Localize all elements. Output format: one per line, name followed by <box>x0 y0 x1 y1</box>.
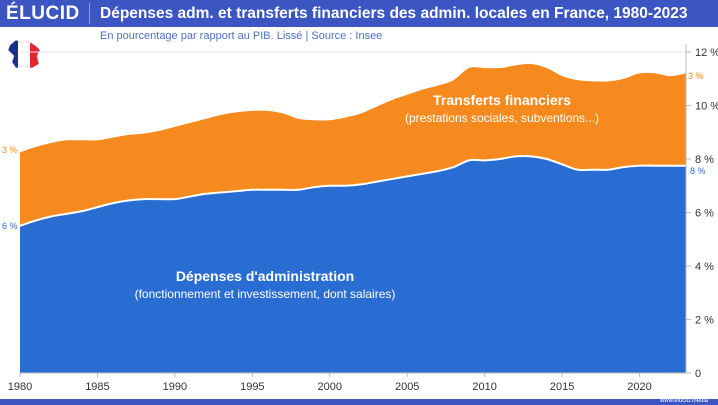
x-tick-label: 2005 <box>395 381 419 393</box>
y-tick-label: 4 % <box>695 261 714 273</box>
admin-end-label: 8 % <box>690 166 706 176</box>
footer-bar <box>0 399 718 405</box>
x-tick-label: 2000 <box>318 381 342 393</box>
transfers-series-sublabel: (prestations sociales, subventions...) <box>405 111 599 125</box>
admin-start-label: 6 % <box>2 221 18 231</box>
admin-boundary-line <box>19 154 686 227</box>
admin-series-label: Dépenses d'administration <box>176 268 354 284</box>
transfers-series-label: Transferts financiers <box>433 92 571 108</box>
x-tick-label: 1990 <box>163 381 187 393</box>
y-tick-label: 8 % <box>695 154 714 166</box>
y-tick-label: 6 % <box>695 208 714 220</box>
transfers-end-label: 3 % <box>688 71 704 81</box>
footer-url: www.elucid.media <box>659 398 708 404</box>
admin-area <box>20 155 686 373</box>
x-tick-label: 1985 <box>85 381 109 393</box>
y-tick-label: 10 % <box>695 101 718 113</box>
chart-title: Dépenses adm. et transferts financiers d… <box>100 5 688 22</box>
x-tick-label: 1995 <box>240 381 264 393</box>
chart-subtitle: En pourcentage par rapport au PIB. Lissé… <box>100 30 383 42</box>
x-tick-label: 2020 <box>627 381 651 393</box>
elucid-logo: ÉLUCID <box>6 3 80 24</box>
y-tick-label: 12 % <box>695 47 718 59</box>
france-flag-map-icon <box>7 39 41 69</box>
transfers-start-label: 3 % <box>2 145 18 155</box>
y-tick-label: 0 <box>695 368 701 380</box>
x-tick-label: 1980 <box>8 381 32 393</box>
x-tick-label: 2015 <box>550 381 574 393</box>
header-bar: ÉLUCID Dépenses adm. et transferts finan… <box>0 0 718 27</box>
header-divider <box>89 3 90 24</box>
y-tick-label: 2 % <box>695 315 714 327</box>
admin-series-sublabel: (fonctionnement et investissement, dont … <box>135 287 396 301</box>
x-tick-label: 2010 <box>472 381 496 393</box>
